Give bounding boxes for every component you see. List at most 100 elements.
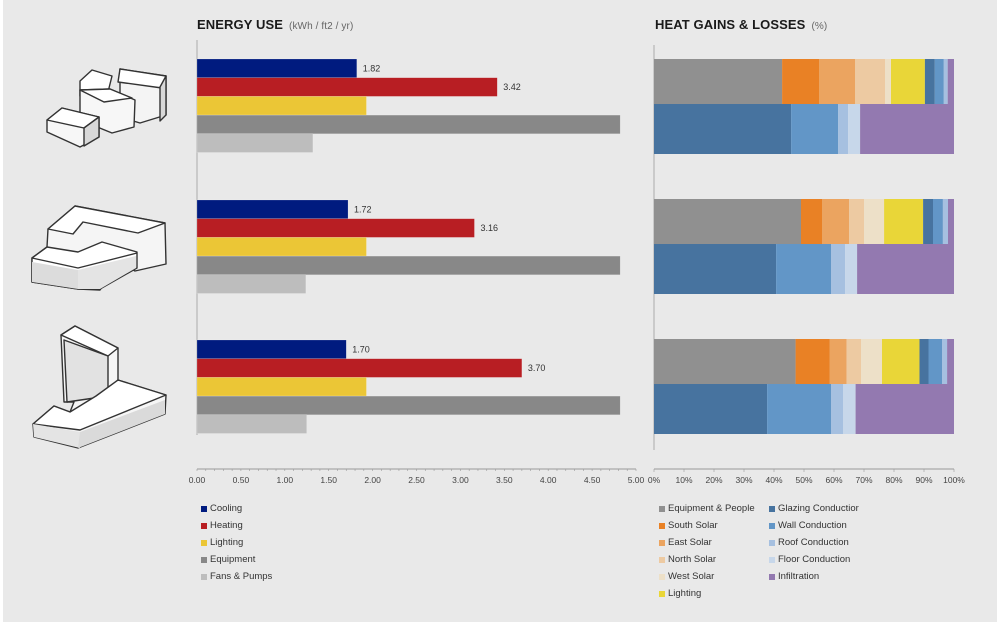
heat-gain-segment-equipment-people-group-2 [654, 199, 801, 244]
energy-value-label: 1.82 [363, 63, 381, 73]
energy-bar-fans-pumps-group-1 [196, 133, 314, 153]
legend-label: Glazing Conductior [778, 503, 859, 514]
heat-gain-segment-lighting-group-3 [882, 339, 920, 384]
legend-label: South Solar [668, 520, 718, 531]
heat-legend-item-lighting: Lighting [659, 585, 755, 602]
energy-legend-item-cooling: Cooling [201, 500, 272, 517]
heat-loss-segment-glazing-conductior-group-3 [654, 384, 768, 434]
heat-loss-segment-roof-conduction-group-3 [831, 384, 843, 434]
legend-swatch [659, 505, 665, 512]
legend-swatch [659, 590, 665, 597]
energy-bar-lighting-group-2 [196, 237, 367, 257]
energy-bar-fans-pumps-group-3 [196, 414, 307, 434]
heat-gain-segment-glazing-conductior-group-1 [924, 59, 935, 104]
heat-gain-segment-west-solar-group-3 [861, 339, 882, 384]
heat-gain-segment-infiltration-group-2 [948, 199, 954, 244]
legend-label: Lighting [668, 588, 702, 599]
energy-x-tick-label: 0.00 [189, 475, 206, 485]
energy-legend-item-heating: Heating [201, 517, 272, 534]
heat-gain-segment-east-solar-group-1 [819, 59, 855, 104]
heat-x-tick-label: 60% [825, 475, 842, 485]
legend-swatch [659, 522, 665, 529]
heat-legend-column-1: Equipment & People South Solar East Solar N… [659, 500, 755, 602]
energy-x-tick-label: 1.50 [320, 475, 337, 485]
legend-label: Infiltration [778, 571, 820, 582]
heat-gain-segment-infiltration-group-1 [947, 59, 954, 104]
heat-x-tick-label: 40% [765, 475, 782, 485]
heat-legend-item-west-solar: West Solar [659, 568, 755, 585]
energy-value-label: 1.72 [354, 204, 372, 214]
heat-legend-item-infiltration: Infiltration [769, 568, 859, 585]
heat-x-tick-label: 50% [795, 475, 812, 485]
heat-gain-segment-lighting-group-2 [884, 199, 924, 244]
energy-bar-equipment-group-2 [196, 255, 621, 276]
heat-legend-item-wall-conduction: Wall Conduction [769, 517, 859, 534]
energy-bar-lighting-group-1 [196, 96, 367, 116]
heat-x-tick-label: 0% [648, 475, 661, 485]
legend-label: Heating [210, 520, 243, 531]
heat-loss-segment-glazing-conductior-group-1 [654, 104, 792, 154]
heat-loss-segment-roof-conduction-group-1 [838, 104, 849, 154]
energy-legend-item-fans-pumps: Fans & Pumps [201, 568, 272, 585]
energy-legend-item-lighting: Lighting [201, 534, 272, 551]
legend-label: Equipment [210, 554, 256, 565]
heat-gain-segment-equipment-people-group-3 [654, 339, 796, 384]
heat-gain-segment-north-solar-group-1 [855, 59, 885, 104]
heat-legend-item-south-solar: South Solar [659, 517, 755, 534]
heat-legend-item-roof-conduction: Roof Conduction [769, 534, 859, 551]
legend-swatch [201, 556, 207, 563]
heat-loss-segment-infiltration-group-2 [857, 244, 954, 294]
heat-gain-segment-roof-conduction-group-1 [943, 59, 948, 104]
legend-swatch [769, 522, 775, 529]
heat-legend-item-equipment-people: Equipment & People [659, 500, 755, 517]
heat-gain-segment-wall-conduction-group-3 [928, 339, 942, 384]
building-massing-2-icon [31, 205, 167, 291]
heat-gain-segment-roof-conduction-group-3 [942, 339, 948, 384]
energy-bar-heating-group-1 [196, 77, 498, 97]
heat-gain-segment-east-solar-group-2 [822, 199, 849, 244]
legend-label: West Solar [668, 571, 715, 582]
heat-unit: (%) [811, 21, 828, 32]
energy-use-title: ENERGY USE (kWh / ft2 / yr) [197, 17, 353, 32]
legend-label: Cooling [210, 503, 243, 514]
heat-x-tick-label: 100% [943, 475, 965, 485]
energy-bar-cooling-group-2 [196, 199, 349, 219]
energy-bar-equipment-group-3 [196, 395, 621, 416]
heat-x-tick-label: 80% [885, 475, 902, 485]
heat-gain-segment-south-solar-group-3 [795, 339, 830, 384]
heat-legend-item-north-solar: North Solar [659, 551, 755, 568]
heat-loss-segment-roof-conduction-group-2 [831, 244, 846, 294]
legend-label: Lighting [210, 537, 244, 548]
energy-x-tick-label: 2.00 [364, 475, 381, 485]
heat-gain-segment-glazing-conductior-group-3 [919, 339, 929, 384]
energy-title-text: ENERGY USE [197, 17, 284, 32]
heat-gain-segment-south-solar-group-2 [801, 199, 822, 244]
heat-gain-segment-west-solar-group-2 [864, 199, 885, 244]
energy-x-tick-label: 5.00 [628, 475, 645, 485]
heat-loss-segment-floor-conduction-group-3 [843, 384, 856, 434]
legend-label: Fans & Pumps [210, 571, 273, 582]
heat-title-text: HEAT GAINS & LOSSES [655, 17, 806, 32]
legend-swatch [769, 539, 775, 546]
legend-swatch [769, 573, 775, 580]
energy-x-tick-label: 1.00 [277, 475, 294, 485]
legend-swatch [659, 556, 665, 563]
heat-loss-segment-wall-conduction-group-1 [791, 104, 839, 154]
energy-bar-cooling-group-3 [196, 339, 347, 359]
building-massing-1-icon [46, 68, 167, 148]
heat-gain-segment-wall-conduction-group-1 [934, 59, 944, 104]
energy-x-tick-label: 2.50 [408, 475, 425, 485]
heat-gain-segment-wall-conduction-group-2 [933, 199, 943, 244]
heat-x-tick-label: 10% [675, 475, 692, 485]
energy-bar-lighting-group-3 [196, 377, 367, 397]
energy-x-tick-label: 4.00 [540, 475, 557, 485]
heat-gain-segment-infiltration-group-3 [947, 339, 954, 384]
energy-unit: (kWh / ft2 / yr) [289, 21, 354, 32]
energy-x-tick-label: 4.50 [584, 475, 601, 485]
legend-label: East Solar [668, 537, 712, 548]
energy-x-tick-label: 3.50 [496, 475, 513, 485]
heat-loss-segment-infiltration-group-3 [855, 384, 954, 434]
heat-loss-segment-wall-conduction-group-3 [767, 384, 831, 434]
heat-x-tick-label: 70% [855, 475, 872, 485]
